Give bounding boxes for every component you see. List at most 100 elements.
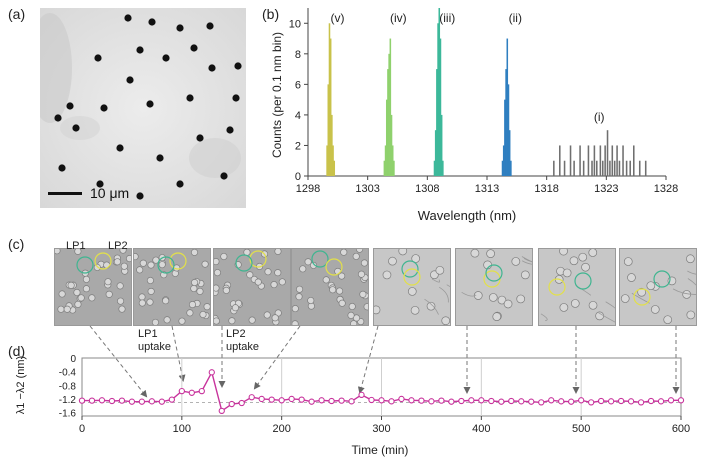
timelapse-frame	[291, 248, 369, 326]
histogram-y-tick-label: 0	[295, 171, 301, 183]
histogram-bar	[433, 160, 436, 176]
panel-label-d: (d)	[8, 343, 26, 359]
histogram-y-tick-label: 8	[295, 49, 301, 61]
line-marker	[358, 391, 365, 398]
histogram-bar	[437, 23, 439, 176]
line-x-tick-label: 200	[272, 423, 290, 435]
histogram-bar	[439, 38, 442, 176]
histogram-bar	[633, 145, 635, 176]
histogram-bar	[609, 160, 611, 176]
lp2-marker-circle	[325, 258, 343, 276]
histogram-bar	[508, 130, 511, 176]
line-chart-axes	[81, 357, 682, 417]
line-markers	[78, 369, 685, 415]
histogram-bar	[389, 38, 392, 176]
lp2-marker-circle	[633, 288, 651, 306]
line-marker	[218, 407, 225, 415]
histogram-x-tick-label: 1298	[296, 183, 320, 195]
arrow-5	[357, 325, 379, 394]
histogram-bar	[506, 38, 509, 176]
line-marker	[677, 397, 685, 404]
line-y-tick-label: 0	[70, 354, 76, 365]
histogram-bar	[388, 53, 390, 177]
particle	[136, 46, 144, 54]
line-marker	[607, 398, 615, 405]
line-marker	[568, 398, 575, 405]
histogram-bar	[625, 160, 628, 176]
histogram-peak-label: (ii)	[509, 11, 522, 25]
particle	[66, 102, 74, 110]
particle	[232, 94, 240, 102]
histogram-peak-label: (i)	[594, 110, 605, 124]
lp1-marker-circle	[574, 272, 592, 290]
lp1-marker-circle	[76, 256, 94, 274]
particle	[148, 18, 156, 26]
lp1-label: LP1	[66, 240, 86, 252]
histogram-y-tick-label: 4	[295, 110, 301, 122]
histogram-y-tick-label: 6	[295, 79, 301, 91]
histogram-bar	[502, 145, 505, 176]
particle	[126, 76, 134, 84]
histogram-bar	[601, 160, 604, 176]
histogram-x-tick-label: 1318	[534, 183, 558, 195]
line-marker	[597, 397, 605, 405]
particle	[176, 180, 184, 188]
line-marker	[458, 397, 465, 405]
line-marker	[108, 397, 116, 405]
histogram-bar	[328, 23, 331, 176]
line-marker	[378, 397, 385, 404]
histogram-peak-label: (v)	[330, 11, 344, 25]
line-x-tick-label: 300	[372, 423, 390, 435]
particle	[116, 144, 124, 152]
line-x-tick-label: 400	[472, 423, 490, 435]
histogram-bar	[390, 114, 393, 176]
histogram-bar	[332, 145, 334, 176]
line-marker	[468, 397, 475, 404]
line-marker	[178, 387, 185, 395]
histogram-bar	[582, 160, 585, 176]
histogram-bar	[611, 145, 614, 176]
histogram-bar	[604, 145, 606, 176]
particle	[94, 54, 102, 62]
line-marker	[438, 397, 445, 404]
wavelength-difference-chart: 0 100 200 300 400 500 600 0 -0.4 -0.8 -1.2 -1.6 Tim…	[15, 354, 690, 457]
line-marker	[348, 398, 355, 405]
lp1-uptake-line2: uptake	[138, 341, 172, 353]
lp1-marker-circle	[653, 270, 671, 288]
scale-bar	[48, 192, 82, 195]
histogram-x-tick-label: 1308	[415, 183, 439, 195]
line-marker	[138, 398, 146, 405]
histogram-bar	[436, 69, 438, 176]
particle	[124, 14, 132, 22]
particle	[58, 164, 66, 172]
lp1-uptake-line1: LP1	[138, 328, 158, 340]
histogram-bar	[391, 145, 394, 176]
line-marker	[518, 398, 525, 405]
line-marker	[328, 397, 335, 405]
lp1-marker-circle	[485, 264, 503, 282]
line-marker	[198, 387, 205, 395]
particle	[72, 124, 80, 132]
histogram-bar	[599, 145, 602, 176]
particle	[162, 54, 170, 62]
line-x-tick-label: 100	[173, 423, 191, 435]
histogram-bar	[505, 69, 507, 176]
histogram-bar	[553, 160, 555, 176]
line-chart-ticks: 0 100 200 300 400 500 600 0 -0.4 -0.8 -1.2 -1.6	[59, 354, 690, 435]
line-marker	[548, 397, 555, 404]
histogram-peak-label: (iv)	[390, 11, 407, 25]
lp2-label: LP2	[108, 240, 128, 252]
histogram-x-tick-label: 1303	[355, 183, 379, 195]
particle	[208, 64, 216, 72]
histogram-bar	[616, 145, 618, 176]
lp1-marker-circle	[157, 256, 175, 274]
line-x-tick-label: 0	[79, 423, 85, 435]
particle	[226, 126, 234, 134]
histogram-bar	[622, 145, 624, 176]
lp1-uptake-annotation: LP1 uptake	[138, 328, 171, 354]
line-marker	[657, 398, 665, 405]
lp2-uptake-line2: uptake	[226, 341, 260, 353]
panel-label-c: (c)	[8, 236, 25, 252]
lp2-uptake-annotation: LP2 uptake	[226, 328, 259, 354]
histogram-bar	[385, 99, 388, 176]
